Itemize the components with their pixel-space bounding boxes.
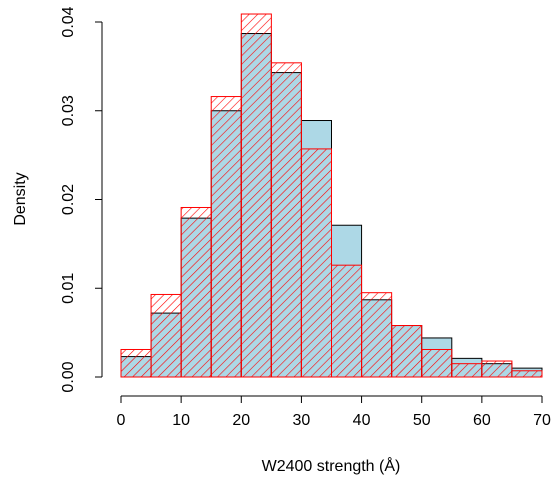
x-tick-label-0: 0 [117, 412, 126, 429]
y-tick-label-3: 0.03 [60, 95, 77, 126]
x-tick-label-7: 70 [533, 412, 551, 429]
y-axis-title: Density [12, 172, 29, 225]
hatched-bar-2 [180, 206, 212, 378]
y-tick-label-4: 0.04 [60, 6, 77, 37]
x-tick-label-4: 40 [353, 412, 371, 429]
hatched-bar-0 [120, 348, 152, 378]
x-tick-label-5: 50 [413, 412, 431, 429]
hatched-bar-10 [421, 348, 453, 378]
hatched-bar-3 [210, 96, 242, 378]
hatched-bar-11 [451, 363, 483, 378]
x-tick-label-2: 20 [232, 412, 250, 429]
y-tick-label-2: 0.02 [60, 184, 77, 215]
hatched-bar-4 [240, 13, 272, 378]
y-tick-label-0: 0.00 [60, 361, 77, 392]
y-axis: 0.00 0.01 0.02 0.03 0.04 [60, 6, 103, 393]
hatched-bar-6 [300, 148, 332, 378]
x-axis: 0 10 20 30 40 50 60 70 [117, 395, 551, 429]
hatched-bar-12 [481, 360, 513, 378]
hatched-bar-1 [150, 293, 182, 378]
x-axis-title: W2400 strength (Å) [262, 456, 401, 475]
y-tick-label-1: 0.01 [60, 273, 77, 304]
hatched-bar-8 [361, 292, 393, 378]
x-tick-label-3: 30 [293, 412, 311, 429]
hatched-bar-5 [270, 62, 302, 378]
series-hatched-bars [120, 13, 543, 378]
hatched-bar-7 [331, 264, 363, 378]
hatched-bar-9 [391, 325, 423, 378]
hatched-bar-13 [511, 370, 543, 378]
x-tick-label-1: 10 [172, 412, 190, 429]
x-tick-label-6: 60 [473, 412, 491, 429]
